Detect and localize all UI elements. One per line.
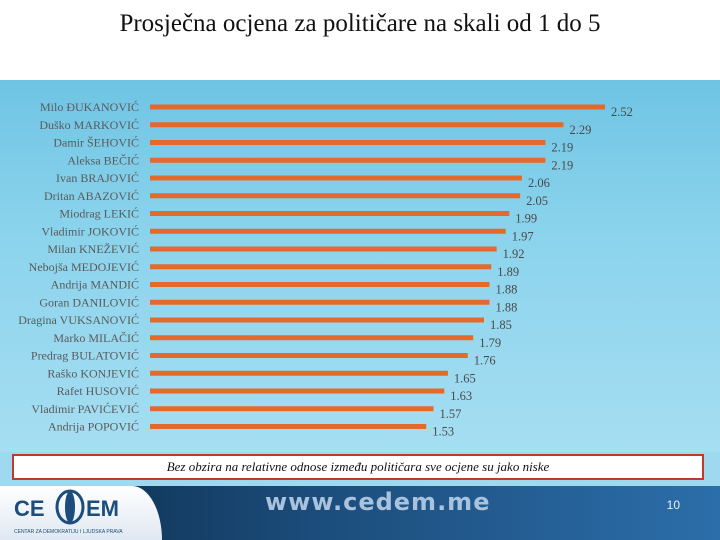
value-label: 1.57 bbox=[439, 407, 461, 421]
category-label: Raško KONJEVIĆ bbox=[47, 366, 139, 380]
website-url: www.cedem.me bbox=[265, 488, 491, 516]
value-label: 2.19 bbox=[551, 158, 573, 172]
category-label: Miodrag LEKIĆ bbox=[59, 207, 139, 221]
category-label: Andrija POPOVIĆ bbox=[48, 420, 139, 434]
value-label: 1.97 bbox=[512, 229, 534, 243]
category-label: Rafet HUSOVIĆ bbox=[57, 384, 139, 398]
bar bbox=[150, 335, 474, 341]
bar bbox=[150, 424, 427, 429]
category-label: Damir ŠEHOVIĆ bbox=[53, 136, 139, 150]
category-label: Predrag BULATOVIĆ bbox=[31, 349, 139, 363]
value-label: 1.88 bbox=[495, 300, 517, 314]
logo-right-text: EM bbox=[86, 496, 119, 521]
value-label: 2.06 bbox=[528, 176, 550, 190]
category-label: Milo ĐUKANOVIĆ bbox=[40, 100, 139, 114]
logo-mark-icon: CE EM CENTAR ZA DEMOKRATIJU I LJUDSKA PR… bbox=[14, 489, 123, 535]
value-label: 1.76 bbox=[474, 354, 496, 368]
bar bbox=[150, 175, 522, 181]
category-label: Duško MARKOVIĆ bbox=[39, 118, 139, 132]
value-label: 1.92 bbox=[503, 247, 525, 261]
value-label: 1.85 bbox=[490, 318, 512, 332]
chart-panel: Milo ĐUKANOVIĆ 2.52 Duško MARKOVIĆ 2.29 Dami… bbox=[0, 80, 720, 452]
note-text: Bez obzira na relativne odnose između po… bbox=[166, 459, 550, 474]
value-label: 1.63 bbox=[450, 389, 472, 403]
category-label: Dragina VUKSANOVIĆ bbox=[18, 313, 139, 327]
value-label: 1.99 bbox=[515, 212, 537, 226]
category-label: Goran DANILOVIĆ bbox=[39, 295, 139, 309]
logo-subtitle: CENTAR ZA DEMOKRATIJU I LJUDSKA PRAVA bbox=[14, 529, 123, 535]
category-label: Andrija MANDIĆ bbox=[51, 278, 139, 292]
value-label: 1.89 bbox=[497, 265, 519, 279]
bar bbox=[150, 228, 506, 234]
category-label: Vladimir JOKOVIĆ bbox=[41, 224, 139, 238]
bar bbox=[150, 246, 497, 252]
value-label: 2.05 bbox=[526, 194, 548, 208]
bar bbox=[150, 104, 605, 110]
page-number: 10 bbox=[666, 498, 680, 512]
note-box: Bez obzira na relativne odnose između po… bbox=[12, 454, 704, 480]
footer-bar: CE EM CENTAR ZA DEMOKRATIJU I LJUDSKA PR… bbox=[0, 486, 720, 540]
value-label: 1.88 bbox=[495, 283, 517, 297]
bar bbox=[150, 122, 564, 128]
bar bbox=[150, 317, 485, 323]
category-label: Vladimir PAVIĆEVIĆ bbox=[31, 402, 139, 416]
bar-chart: Milo ĐUKANOVIĆ 2.52 Duško MARKOVIĆ 2.29 Dami… bbox=[18, 100, 633, 439]
bar bbox=[150, 406, 434, 412]
value-label: 1.53 bbox=[432, 425, 454, 439]
category-label: Ivan BRAJOVIĆ bbox=[56, 171, 139, 185]
category-label: Marko MILAČIĆ bbox=[53, 331, 139, 345]
bar bbox=[150, 264, 492, 270]
value-label: 1.79 bbox=[479, 336, 501, 350]
category-label: Dritan ABAZOVIĆ bbox=[44, 189, 139, 203]
bar bbox=[150, 388, 445, 394]
category-label: Aleksa BEČIĆ bbox=[67, 153, 139, 167]
category-label: Nebojša MEDOJEVIĆ bbox=[29, 260, 139, 274]
bar bbox=[150, 140, 546, 145]
bar bbox=[150, 211, 510, 216]
bar bbox=[150, 370, 448, 376]
bar bbox=[150, 193, 521, 199]
bar bbox=[150, 282, 490, 287]
logo-left-text: CE bbox=[14, 496, 45, 521]
value-label: 2.29 bbox=[569, 123, 591, 137]
value-label: 1.65 bbox=[454, 371, 476, 385]
value-label: 2.19 bbox=[551, 141, 573, 155]
page-title: Prosječna ocjena za političare na skali … bbox=[119, 10, 601, 37]
bar bbox=[150, 299, 490, 305]
value-label: 2.52 bbox=[611, 105, 633, 119]
category-label: Milan KNEŽEVIĆ bbox=[47, 242, 139, 256]
cedem-logo: CE EM CENTAR ZA DEMOKRATIJU I LJUDSKA PR… bbox=[0, 486, 162, 540]
bar bbox=[150, 157, 546, 163]
bar bbox=[150, 353, 468, 358]
